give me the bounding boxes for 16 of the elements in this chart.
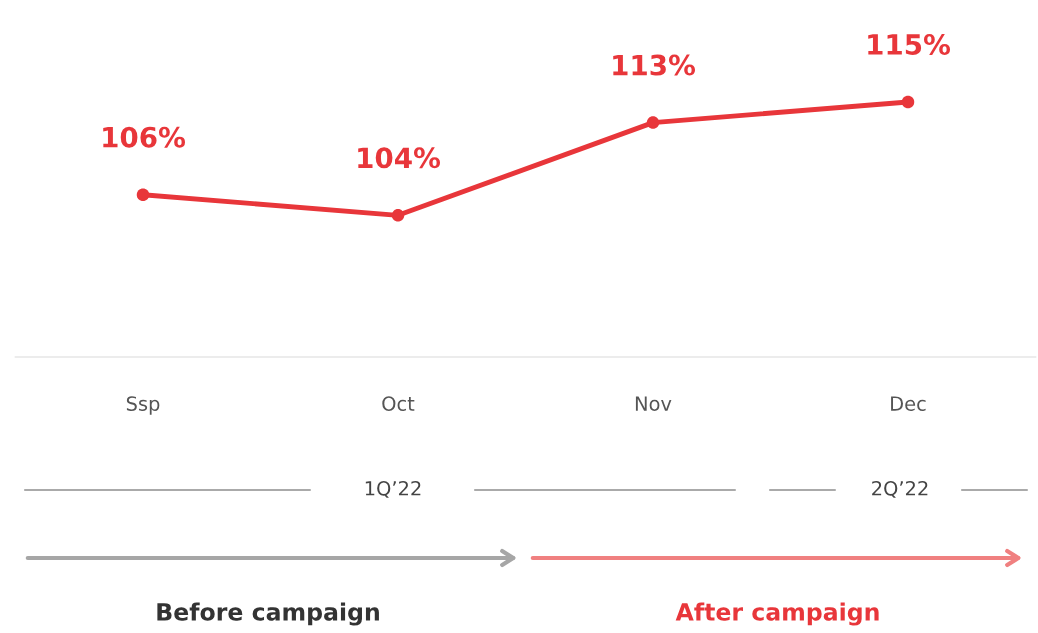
data-label: 104% xyxy=(358,147,441,169)
point xyxy=(391,209,405,222)
point xyxy=(136,188,150,201)
x-tick-label: Nov xyxy=(635,396,672,411)
x-tick-label: Ssp xyxy=(126,396,160,415)
x-tick-label: Oct xyxy=(382,396,415,411)
text: After campaign xyxy=(675,602,879,626)
point xyxy=(901,95,915,109)
point xyxy=(646,116,660,129)
x-tick-label: Dec xyxy=(891,396,926,411)
text: 1Q’22 xyxy=(365,480,421,498)
data-label: 106% xyxy=(103,126,186,148)
data-label: 115% xyxy=(868,33,951,55)
data-label: 113% xyxy=(613,54,696,76)
text: Before campaign xyxy=(157,602,379,626)
text: 2Q’22 xyxy=(872,480,928,498)
